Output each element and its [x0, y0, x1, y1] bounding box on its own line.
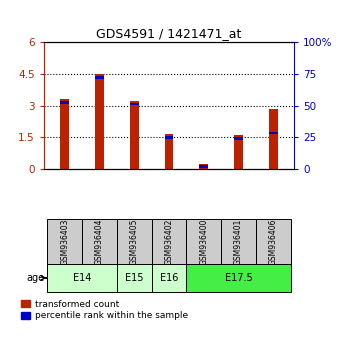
Bar [47, 264, 117, 292]
Text: GSM936402: GSM936402 [165, 218, 173, 265]
Bar [186, 219, 221, 264]
Bar [199, 164, 208, 169]
Bar [269, 132, 277, 135]
Text: GSM936404: GSM936404 [95, 218, 104, 265]
Text: E16: E16 [160, 273, 178, 283]
Bar [95, 74, 104, 169]
Bar [234, 137, 243, 140]
Bar [269, 109, 277, 169]
Bar [130, 102, 139, 169]
Text: GSM936401: GSM936401 [234, 218, 243, 265]
Bar [130, 103, 139, 105]
Bar [256, 219, 291, 264]
Text: E14: E14 [73, 273, 91, 283]
Text: age: age [26, 273, 45, 283]
Bar [234, 135, 243, 169]
Bar [199, 165, 208, 168]
Bar [221, 219, 256, 264]
Bar [95, 76, 104, 79]
Bar [165, 136, 173, 138]
Bar [61, 101, 69, 104]
Text: GSM936400: GSM936400 [199, 218, 208, 265]
Text: GSM936406: GSM936406 [269, 218, 278, 265]
Bar [61, 99, 69, 169]
Legend: transformed count, percentile rank within the sample: transformed count, percentile rank withi… [21, 300, 188, 320]
Bar [165, 134, 173, 169]
Bar [152, 264, 186, 292]
Title: GDS4591 / 1421471_at: GDS4591 / 1421471_at [96, 27, 242, 40]
Text: E15: E15 [125, 273, 144, 283]
Bar [152, 219, 186, 264]
Bar [47, 219, 82, 264]
Bar [117, 219, 152, 264]
Bar [117, 264, 152, 292]
Text: GSM936405: GSM936405 [130, 218, 139, 265]
Text: E17.5: E17.5 [225, 273, 252, 283]
Text: GSM936403: GSM936403 [60, 218, 69, 265]
Bar [186, 264, 291, 292]
Bar [82, 219, 117, 264]
